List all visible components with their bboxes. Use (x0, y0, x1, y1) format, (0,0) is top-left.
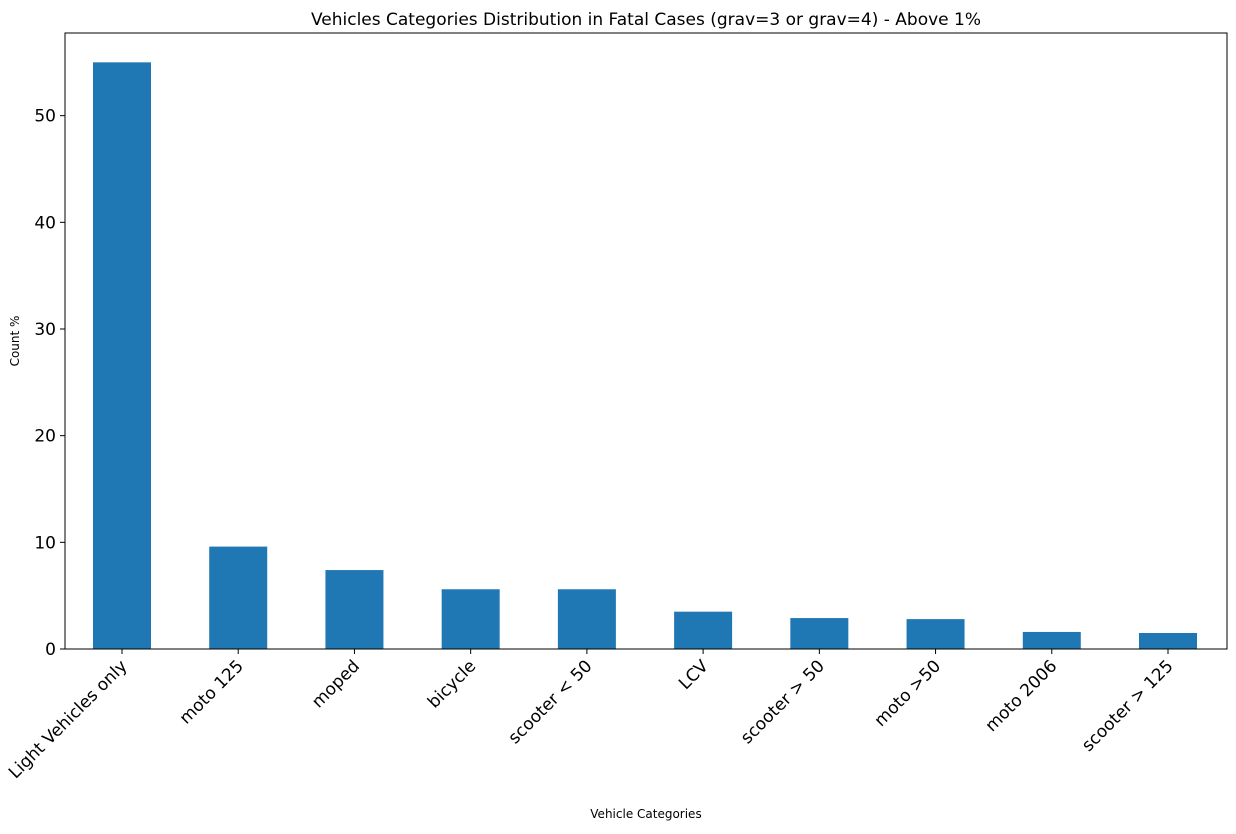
x-tick-label: moto 2006 (982, 656, 1062, 736)
y-axis-label: Count % (8, 316, 22, 367)
plot-frame (64, 32, 1228, 650)
x-axis-label: Vehicle Categories (590, 807, 701, 821)
x-tick-label: moped (308, 656, 364, 712)
y-tick-label: 30 (34, 320, 56, 340)
bar (209, 546, 268, 649)
x-tick-label: scooter > 50 (737, 656, 829, 748)
y-tick-label: 40 (34, 213, 56, 233)
bar (325, 570, 384, 649)
y-tick-label: 20 (34, 427, 56, 447)
x-tick-label: scooter < 50 (505, 656, 597, 748)
bar (906, 619, 965, 649)
x-tick-label: bicycle (424, 656, 480, 712)
bar (557, 589, 616, 649)
bars-layer (93, 62, 1197, 650)
x-tick-label: scooter > 125 (1078, 656, 1177, 755)
bar (1022, 631, 1081, 649)
chart-title: Vehicles Categories Distribution in Fata… (311, 10, 981, 30)
bar (93, 62, 151, 650)
y-tick-label: 50 (34, 107, 56, 127)
bar (674, 611, 733, 649)
x-axis: Light Vehicles only moto 125 moped bicycle s… (5, 649, 1178, 783)
bar (1139, 633, 1197, 649)
bar (441, 589, 500, 649)
x-tick-label: LCV (675, 656, 713, 694)
y-tick-label: 10 (34, 533, 56, 553)
x-tick-label: moto 125 (176, 656, 248, 728)
x-tick-label: Light Vehicles only (5, 656, 131, 782)
x-tick-label: moto >50 (871, 656, 945, 730)
y-tick-label: 0 (45, 640, 56, 660)
y-axis: 0 10 20 30 40 50 (34, 107, 65, 660)
bar (790, 618, 849, 649)
